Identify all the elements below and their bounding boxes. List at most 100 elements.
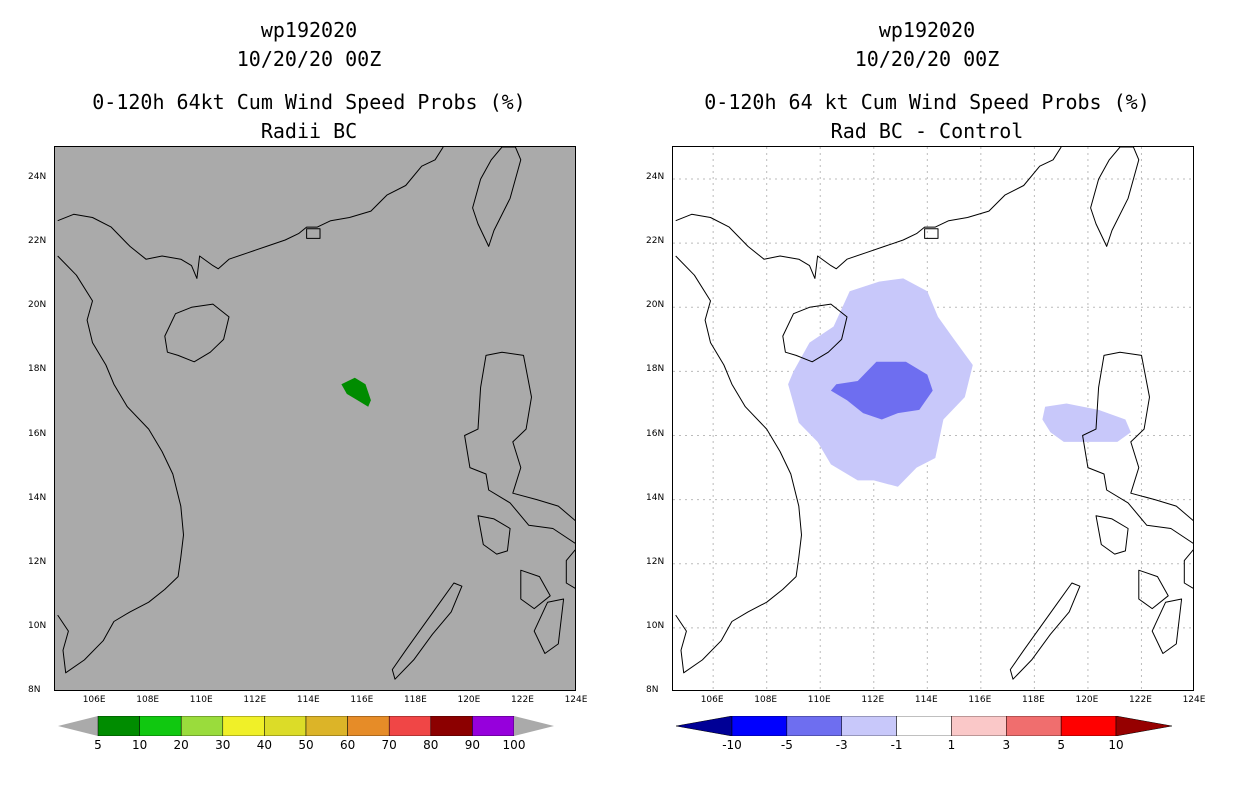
coastline-luzon	[464, 351, 575, 544]
right-colorbar-label: -5	[780, 738, 793, 752]
left-subtitle: Radii BC	[260, 119, 358, 143]
left-lon-tick: 122E	[511, 695, 534, 705]
diff-region-light-east	[1042, 403, 1131, 442]
colorbar-segment	[347, 716, 390, 736]
right-lon-tick: 116E	[968, 695, 992, 705]
coastline-palawan	[391, 582, 463, 680]
grid-lines	[673, 147, 1193, 690]
left-lon-tick: 114E	[296, 695, 320, 705]
right-lat-tick: 12N	[646, 556, 665, 567]
left-colorbar-label: 40	[256, 738, 273, 752]
left-lon-tick: 106E	[82, 695, 106, 705]
right-lat-tick: 22N	[646, 236, 665, 247]
colorbar-segment	[472, 716, 515, 736]
left-lat-tick: 8N	[28, 685, 41, 695]
coastline-panay	[520, 569, 551, 610]
right-lat-tick: 18N	[646, 364, 665, 375]
colorbar-segment	[1060, 716, 1117, 736]
coastline-taiwan	[472, 147, 522, 247]
left-colorbar-label: 60	[339, 738, 356, 752]
left-colorbar-label: 30	[215, 738, 231, 752]
colorbar-segment	[305, 716, 348, 736]
right-lon-tick: 114E	[914, 695, 938, 705]
colorbar-segment	[388, 716, 432, 736]
colorbar-segment	[430, 716, 473, 736]
left-colorbar-label: 70	[381, 738, 397, 752]
right-colorbar	[676, 716, 1172, 736]
left-lon-tick: 116E	[350, 695, 374, 705]
right-title-product: 0-120h 64 kt Cum Wind Speed Probs (%) Ra…	[618, 88, 1236, 146]
left-colorbar-label: 10	[131, 738, 148, 752]
prob-region-5-10	[341, 377, 371, 407]
left-title-header: wp192020 10/20/20 00Z	[0, 16, 618, 74]
colorbar-arrow-right	[514, 716, 554, 736]
right-lon-tick: 122E	[1129, 695, 1152, 705]
right-colorbar-label: 5	[1057, 738, 1065, 752]
right-colorbar-label: 1	[947, 738, 956, 752]
diff-region-medium	[830, 361, 933, 420]
right-lon-tick: 110E	[807, 695, 831, 705]
left-colorbar	[58, 716, 554, 736]
right-lon-tick: 108E	[754, 695, 778, 705]
left-colorbar-label: 20	[173, 738, 189, 752]
right-subtitle: Rad BC - Control	[830, 119, 1024, 143]
left-lat-tick: 12N	[28, 556, 47, 567]
right-title-header: wp192020 10/20/20 00Z	[618, 16, 1236, 74]
right-lon-tick: 112E	[861, 695, 885, 705]
coastline-negros	[1151, 598, 1183, 654]
right-lat-tick: 10N	[646, 620, 665, 631]
colorbar-arrow-left	[676, 716, 733, 736]
right-lat-tick: 20N	[646, 300, 665, 311]
left-lon-tick: 120E	[457, 695, 481, 705]
colorbar-segment	[180, 716, 224, 736]
colorbar-segment	[1006, 716, 1062, 736]
left-colorbar-label: 50	[298, 738, 314, 752]
coastline-hainan	[782, 303, 848, 363]
hong-kong-box	[306, 228, 321, 239]
coastline-panay	[1138, 569, 1169, 610]
left-lat-tick: 14N	[28, 492, 47, 503]
coastline-luzon	[1082, 351, 1193, 544]
left-lat-tick: 16N	[28, 428, 47, 439]
colorbar-segment	[97, 716, 140, 736]
coastline-vietnam	[57, 255, 184, 674]
right-lat-tick: 24N	[646, 172, 665, 183]
coastline-hainan	[164, 303, 230, 363]
right-product: 0-120h 64 kt Cum Wind Speed Probs (%)	[704, 90, 1150, 114]
left-colorbar-label: 100	[502, 738, 526, 752]
colorbar-segment	[222, 716, 265, 736]
coastline-negros	[533, 598, 565, 654]
colorbar-segment	[264, 716, 307, 736]
right-date: 10/20/20 00Z	[854, 47, 1000, 71]
left-lon-tick: 112E	[243, 695, 267, 705]
left-map	[54, 146, 576, 691]
coastline-samar	[565, 549, 575, 589]
left-lat-tick: 20N	[28, 300, 47, 311]
left-title-product: 0-120h 64kt Cum Wind Speed Probs (%) Rad…	[0, 88, 618, 146]
coastline-samar	[1183, 549, 1193, 589]
coastline-taiwan	[1090, 147, 1140, 247]
right-colorbar-label: -1	[890, 738, 903, 752]
right-map	[672, 146, 1194, 691]
colorbar-segment	[841, 716, 897, 736]
colorbar-segment	[139, 716, 182, 736]
colorbar-segment	[896, 716, 952, 736]
left-panel: wp192020 10/20/20 00Z 0-120h 64kt Cum Wi…	[0, 16, 618, 752]
left-lat-tick: 10N	[28, 620, 47, 631]
right-lon-tick: 118E	[1021, 695, 1045, 705]
right-lat-tick: 16N	[646, 428, 665, 439]
colorbar-segment	[951, 716, 1007, 736]
left-lon-tick: 110E	[189, 695, 213, 705]
right-colorbar-label: 3	[1002, 738, 1011, 752]
right-colorbar-label: 10	[1108, 738, 1124, 752]
coastline-mindoro	[1095, 515, 1129, 555]
right-lon-tick: 106E	[700, 695, 724, 705]
left-product: 0-120h 64kt Cum Wind Speed Probs (%)	[92, 90, 526, 114]
colorbar-segment	[731, 716, 788, 736]
right-lon-tick: 124E	[1182, 695, 1206, 705]
colorbar-segment	[786, 716, 842, 736]
left-colorbar-label: 90	[464, 738, 481, 752]
coastline-china	[57, 147, 444, 279]
left-lon-tick: 124E	[564, 695, 588, 705]
coastline-china	[675, 147, 1062, 279]
